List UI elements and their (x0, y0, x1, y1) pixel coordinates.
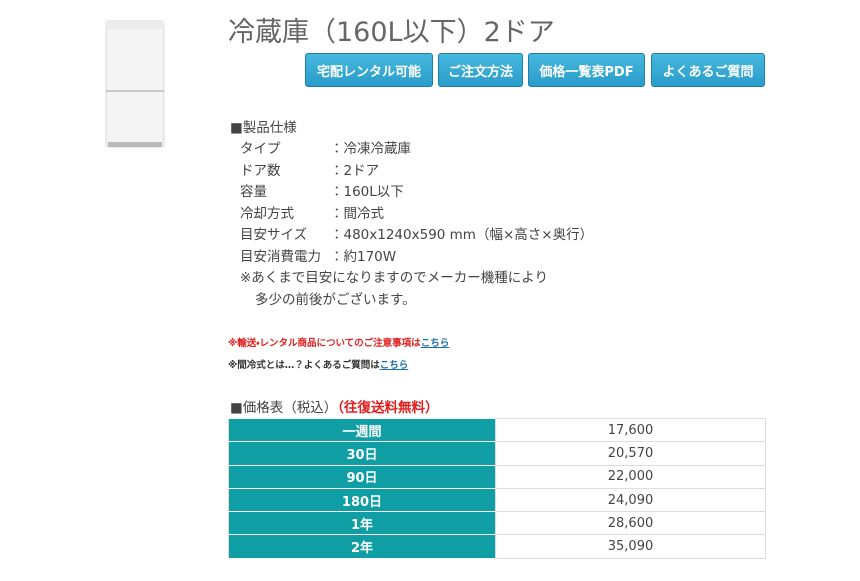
price-value: 17,600 (495, 417, 766, 443)
nav-button[interactable]: よくあるご質問 (651, 53, 765, 87)
spec-value: ：160L以下 (330, 184, 404, 201)
nav-button[interactable]: ご注文方法 (438, 53, 523, 87)
price-row: 180日 24,090 (228, 487, 766, 513)
fridge-base (108, 142, 162, 147)
nav-button[interactable]: 宅配レンタル可能 (305, 53, 433, 87)
spec-note: 多少の前後がございます。 (255, 292, 416, 308)
spec-value: ：冷凍冷蔵庫 (330, 141, 411, 157)
price-period: 30日 (228, 441, 496, 466)
notice: ※輸送・レンタル商品についてのご注意事項はこちら (228, 335, 449, 349)
page-title: 冷蔵庫（160L以下）2ドア (228, 17, 555, 48)
notice-link[interactable]: こちら (420, 338, 450, 349)
price-row: 1年 28,600 (228, 511, 766, 536)
spec-value: ：2ドア (330, 162, 380, 179)
price-value: 28,600 (495, 511, 766, 536)
spec-label: 目安サイズ (240, 227, 308, 244)
spec-note: ※あくまで目安になりますのでメーカー機種により (240, 270, 549, 286)
price-heading-text: ■価格表（税込） (230, 400, 338, 416)
price-row: 90日 22,000 (228, 464, 766, 489)
price-value: 22,000 (495, 464, 766, 489)
spec-label: 冷却方式 (240, 205, 294, 222)
price-row: 30日 20,570 (228, 441, 766, 466)
fridge-top (106, 21, 164, 29)
price-period: 2年 (228, 534, 496, 559)
price-value: 35,090 (495, 534, 766, 559)
price-table: 一週間 17,600 30日 20,570 90日 22,000 180日 24,090 1年 2… (228, 417, 766, 559)
notice-text: ※輸送・レンタル商品についてのご注意事項は (228, 338, 421, 349)
product-image (105, 20, 165, 148)
price-value: 20,570 (495, 441, 766, 466)
spec-label: ドア数 (240, 162, 281, 179)
price-period: 1年 (228, 511, 496, 536)
price-row: 2年 35,090 (228, 534, 766, 559)
spec-label: タイプ (240, 141, 281, 157)
notice-text: ※間冷式とは…？よくあるご質問は (228, 360, 380, 371)
price-heading: ■価格表（税込）（往復送料無料） (230, 396, 439, 416)
price-period: 180日 (228, 487, 496, 513)
price-period: 一週間 (228, 417, 496, 443)
spec-value: ：約170W (330, 249, 397, 265)
spec-label: 容量 (240, 184, 267, 201)
price-period: 90日 (228, 464, 496, 489)
spec-value: ：480x1240x590 mm（幅×高さ×奥行） (330, 227, 594, 244)
price-heading-note: （往復送料無料） (337, 400, 439, 416)
spec-label: 目安消費電力 (240, 249, 321, 265)
price-value: 24,090 (495, 487, 766, 513)
notice-link[interactable]: こちら (379, 360, 409, 371)
nav-button[interactable]: 価格一覧表PDF (528, 53, 645, 87)
fridge-body (105, 20, 165, 148)
notice: ※間冷式とは…？よくあるご質問はこちら (228, 357, 408, 371)
price-table-body: 一週間 17,600 30日 20,570 90日 22,000 180日 24,090 1年 2… (228, 417, 766, 559)
spec-value: ：間冷式 (330, 205, 384, 222)
spec-heading: ■製品仕様 (230, 120, 297, 136)
price-row: 一週間 17,600 (228, 417, 766, 443)
